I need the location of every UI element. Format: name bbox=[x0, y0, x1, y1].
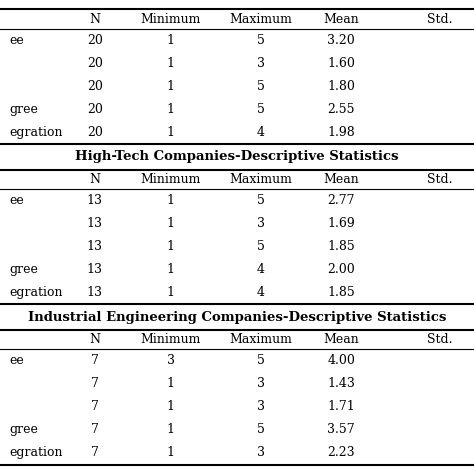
Text: 2.55: 2.55 bbox=[328, 103, 355, 116]
Text: 20: 20 bbox=[87, 57, 103, 70]
Text: 7: 7 bbox=[91, 447, 99, 459]
Text: 3: 3 bbox=[257, 401, 264, 413]
Text: 7: 7 bbox=[91, 354, 99, 367]
Text: 13: 13 bbox=[87, 240, 103, 253]
Text: Minimum: Minimum bbox=[140, 333, 201, 346]
Text: 3: 3 bbox=[257, 57, 264, 70]
Text: 1.69: 1.69 bbox=[328, 217, 355, 230]
Text: egration: egration bbox=[9, 126, 63, 139]
Text: 3.20: 3.20 bbox=[328, 34, 355, 46]
Text: Maximum: Maximum bbox=[229, 12, 292, 26]
Text: 1: 1 bbox=[167, 217, 174, 230]
Text: ee: ee bbox=[9, 34, 24, 46]
Text: 4: 4 bbox=[257, 286, 264, 299]
Text: Minimum: Minimum bbox=[140, 12, 201, 26]
Text: ee: ee bbox=[9, 194, 24, 207]
Text: Minimum: Minimum bbox=[140, 173, 201, 186]
Text: 1: 1 bbox=[167, 263, 174, 276]
Text: High-Tech Companies-Descriptive Statistics: High-Tech Companies-Descriptive Statisti… bbox=[75, 150, 399, 164]
Text: 1: 1 bbox=[167, 194, 174, 207]
Text: 13: 13 bbox=[87, 194, 103, 207]
Text: 3: 3 bbox=[167, 354, 174, 367]
Text: 1: 1 bbox=[167, 80, 174, 93]
Text: 1: 1 bbox=[167, 423, 174, 437]
Text: 1.71: 1.71 bbox=[328, 401, 355, 413]
Text: Maximum: Maximum bbox=[229, 173, 292, 186]
Text: N: N bbox=[89, 333, 100, 346]
Text: 20: 20 bbox=[87, 34, 103, 46]
Text: 3: 3 bbox=[257, 377, 264, 390]
Text: 7: 7 bbox=[91, 423, 99, 437]
Text: 1: 1 bbox=[167, 447, 174, 459]
Text: 1.80: 1.80 bbox=[328, 80, 355, 93]
Text: 1.85: 1.85 bbox=[328, 240, 355, 253]
Text: 7: 7 bbox=[91, 377, 99, 390]
Text: 1: 1 bbox=[167, 401, 174, 413]
Text: 5: 5 bbox=[257, 80, 264, 93]
Text: Industrial Engineering Companies-Descriptive Statistics: Industrial Engineering Companies-Descrip… bbox=[28, 310, 446, 324]
Text: 1: 1 bbox=[167, 286, 174, 299]
Text: 3: 3 bbox=[257, 217, 264, 230]
Text: 5: 5 bbox=[257, 103, 264, 116]
Text: 1: 1 bbox=[167, 377, 174, 390]
Text: 1: 1 bbox=[167, 34, 174, 46]
Text: 1.98: 1.98 bbox=[328, 126, 355, 139]
Text: Std.: Std. bbox=[427, 333, 452, 346]
Text: 5: 5 bbox=[257, 34, 264, 46]
Text: gree: gree bbox=[9, 263, 38, 276]
Text: egration: egration bbox=[9, 447, 63, 459]
Text: Std.: Std. bbox=[427, 173, 452, 186]
Text: 20: 20 bbox=[87, 103, 103, 116]
Text: 1: 1 bbox=[167, 57, 174, 70]
Text: gree: gree bbox=[9, 103, 38, 116]
Text: 7: 7 bbox=[91, 401, 99, 413]
Text: 1.43: 1.43 bbox=[328, 377, 355, 390]
Text: Std.: Std. bbox=[427, 12, 452, 26]
Text: 5: 5 bbox=[257, 240, 264, 253]
Text: Mean: Mean bbox=[323, 173, 359, 186]
Text: 4.00: 4.00 bbox=[328, 354, 355, 367]
Text: 2.77: 2.77 bbox=[328, 194, 355, 207]
Text: 20: 20 bbox=[87, 80, 103, 93]
Text: 1: 1 bbox=[167, 126, 174, 139]
Text: 1.85: 1.85 bbox=[328, 286, 355, 299]
Text: Maximum: Maximum bbox=[229, 333, 292, 346]
Text: Mean: Mean bbox=[323, 12, 359, 26]
Text: 1: 1 bbox=[167, 103, 174, 116]
Text: 1: 1 bbox=[167, 240, 174, 253]
Text: 13: 13 bbox=[87, 286, 103, 299]
Text: 4: 4 bbox=[257, 263, 264, 276]
Text: 5: 5 bbox=[257, 194, 264, 207]
Text: 13: 13 bbox=[87, 263, 103, 276]
Text: 20: 20 bbox=[87, 126, 103, 139]
Text: N: N bbox=[89, 12, 100, 26]
Text: 2.00: 2.00 bbox=[328, 263, 355, 276]
Text: 1.60: 1.60 bbox=[328, 57, 355, 70]
Text: N: N bbox=[89, 173, 100, 186]
Text: ee: ee bbox=[9, 354, 24, 367]
Text: 2.23: 2.23 bbox=[328, 447, 355, 459]
Text: 4: 4 bbox=[257, 126, 264, 139]
Text: 5: 5 bbox=[257, 423, 264, 437]
Text: 13: 13 bbox=[87, 217, 103, 230]
Text: 3.57: 3.57 bbox=[328, 423, 355, 437]
Text: 3: 3 bbox=[257, 447, 264, 459]
Text: gree: gree bbox=[9, 423, 38, 437]
Text: 5: 5 bbox=[257, 354, 264, 367]
Text: egration: egration bbox=[9, 286, 63, 299]
Text: Mean: Mean bbox=[323, 333, 359, 346]
